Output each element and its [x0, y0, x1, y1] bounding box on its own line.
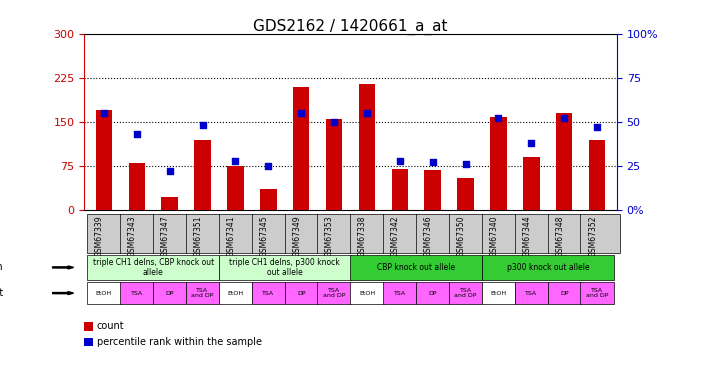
Text: GSM67347: GSM67347 — [161, 216, 170, 257]
Text: GDS2162 / 1420661_a_at: GDS2162 / 1420661_a_at — [253, 19, 448, 35]
Text: DP: DP — [165, 291, 174, 296]
Bar — [227, 166, 244, 210]
Point — [197, 122, 208, 128]
Text: percentile rank within the sample: percentile rank within the sample — [97, 337, 261, 347]
Bar — [128, 163, 145, 210]
Text: GSM67344: GSM67344 — [522, 216, 531, 257]
Text: genotype/variation: genotype/variation — [0, 262, 4, 272]
Text: EtOH: EtOH — [96, 291, 112, 296]
Text: GSM67348: GSM67348 — [555, 216, 564, 257]
Text: count: count — [97, 321, 124, 332]
Text: GSM67341: GSM67341 — [226, 216, 236, 257]
Text: triple CH1 delns, CBP knock out
allele: triple CH1 delns, CBP knock out allele — [93, 258, 214, 277]
Point — [493, 116, 504, 122]
Point — [131, 131, 142, 137]
Text: triple CH1 delns, p300 knock
out allele: triple CH1 delns, p300 knock out allele — [229, 258, 340, 277]
Point — [592, 124, 603, 130]
Point — [526, 140, 537, 146]
Text: GSM67349: GSM67349 — [292, 216, 301, 257]
Text: GSM67338: GSM67338 — [358, 216, 367, 257]
Text: EtOH: EtOH — [491, 291, 507, 296]
Text: GSM67350: GSM67350 — [456, 216, 465, 257]
Point — [296, 110, 307, 116]
Point — [164, 168, 175, 174]
Text: GSM67346: GSM67346 — [423, 216, 433, 257]
Bar — [457, 178, 474, 210]
Bar — [523, 157, 540, 210]
Text: EtOH: EtOH — [227, 291, 243, 296]
Text: GSM67343: GSM67343 — [128, 216, 137, 257]
Text: TSA: TSA — [262, 291, 274, 296]
Text: agent: agent — [0, 288, 4, 298]
Text: GSM67351: GSM67351 — [193, 216, 203, 257]
Text: DP: DP — [297, 291, 306, 296]
Bar — [490, 117, 507, 210]
Text: GSM67353: GSM67353 — [325, 216, 334, 257]
Text: TSA
and DP: TSA and DP — [586, 288, 608, 298]
Bar — [556, 113, 573, 210]
Text: DP: DP — [428, 291, 437, 296]
Text: TSA: TSA — [394, 291, 406, 296]
Bar — [293, 87, 309, 210]
Text: EtOH: EtOH — [359, 291, 375, 296]
Bar — [260, 189, 276, 210]
Text: CBP knock out allele: CBP knock out allele — [377, 263, 456, 272]
Text: p300 knock out allele: p300 knock out allele — [507, 263, 589, 272]
Text: GSM67339: GSM67339 — [95, 216, 104, 257]
Text: TSA
and DP: TSA and DP — [191, 288, 214, 298]
Text: TSA: TSA — [130, 291, 143, 296]
Point — [427, 159, 438, 165]
Text: GSM67340: GSM67340 — [489, 216, 498, 257]
Bar — [194, 140, 211, 210]
Text: GSM67342: GSM67342 — [391, 216, 400, 257]
Point — [559, 116, 570, 122]
Bar — [161, 197, 178, 210]
Point — [98, 110, 109, 116]
Point — [460, 161, 471, 167]
Point — [361, 110, 372, 116]
Point — [394, 158, 405, 164]
Text: TSA
and DP: TSA and DP — [323, 288, 346, 298]
Bar — [326, 119, 342, 210]
Bar — [359, 84, 375, 210]
Bar — [589, 140, 606, 210]
Text: TSA
and DP: TSA and DP — [454, 288, 477, 298]
Text: TSA: TSA — [525, 291, 538, 296]
Text: GSM67345: GSM67345 — [259, 216, 268, 257]
Bar — [95, 110, 112, 210]
Point — [329, 119, 340, 125]
Text: GSM67352: GSM67352 — [588, 216, 597, 257]
Point — [263, 163, 274, 169]
Bar — [425, 170, 441, 210]
Point — [230, 158, 241, 164]
Bar — [392, 169, 408, 210]
Text: DP: DP — [560, 291, 569, 296]
